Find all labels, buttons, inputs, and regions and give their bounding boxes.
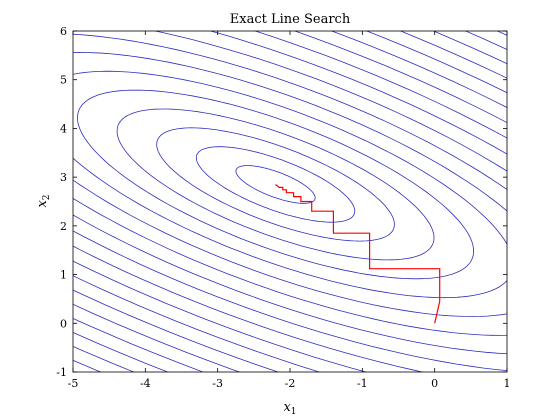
contour-line [73,70,507,299]
contour-line [76,89,475,280]
search-path [275,184,441,324]
y-axis-label-base: x [35,200,50,208]
x-axis-label-base: x [283,400,291,415]
x-tick-label: -2 [285,377,296,390]
contour-line [116,108,435,261]
axis-ticks: -5 -4 -3 -2 -1 0 1 -1 0 1 2 3 4 5 6 [56,25,510,390]
chart-title: Exact Line Search [230,12,351,27]
contour-line [73,31,507,372]
y-tick-label: 5 [60,74,67,87]
search-path-layer [275,184,441,324]
contour-line [73,33,507,336]
contour-line [73,31,507,355]
contour-line [73,31,507,372]
y-tick-label: 4 [60,122,67,135]
y-tick-label: 6 [60,25,67,38]
contour-line [73,51,507,317]
x-tick-label: -4 [140,377,151,390]
y-tick-label: 2 [60,220,67,233]
x-tick-label: -1 [357,377,368,390]
x-axis-label-sub: 1 [291,407,297,417]
x-tick-label: -5 [68,377,79,390]
y-tick-label: 0 [60,317,67,330]
contour-line [156,127,395,242]
x-axis-label: x1 [283,400,296,417]
y-axis-label: x2 [35,194,52,207]
contour-line [235,165,316,204]
x-tick-label: 0 [431,377,438,390]
y-tick-label: -1 [56,366,67,379]
contour-line [195,146,356,223]
y-tick-label: 3 [60,171,67,184]
y-axis-label-sub: 2 [42,194,52,200]
x-tick-label: 1 [504,377,511,390]
contour-line [73,31,507,372]
x-tick-label: -3 [212,377,223,390]
y-tick-label: 1 [60,269,67,282]
